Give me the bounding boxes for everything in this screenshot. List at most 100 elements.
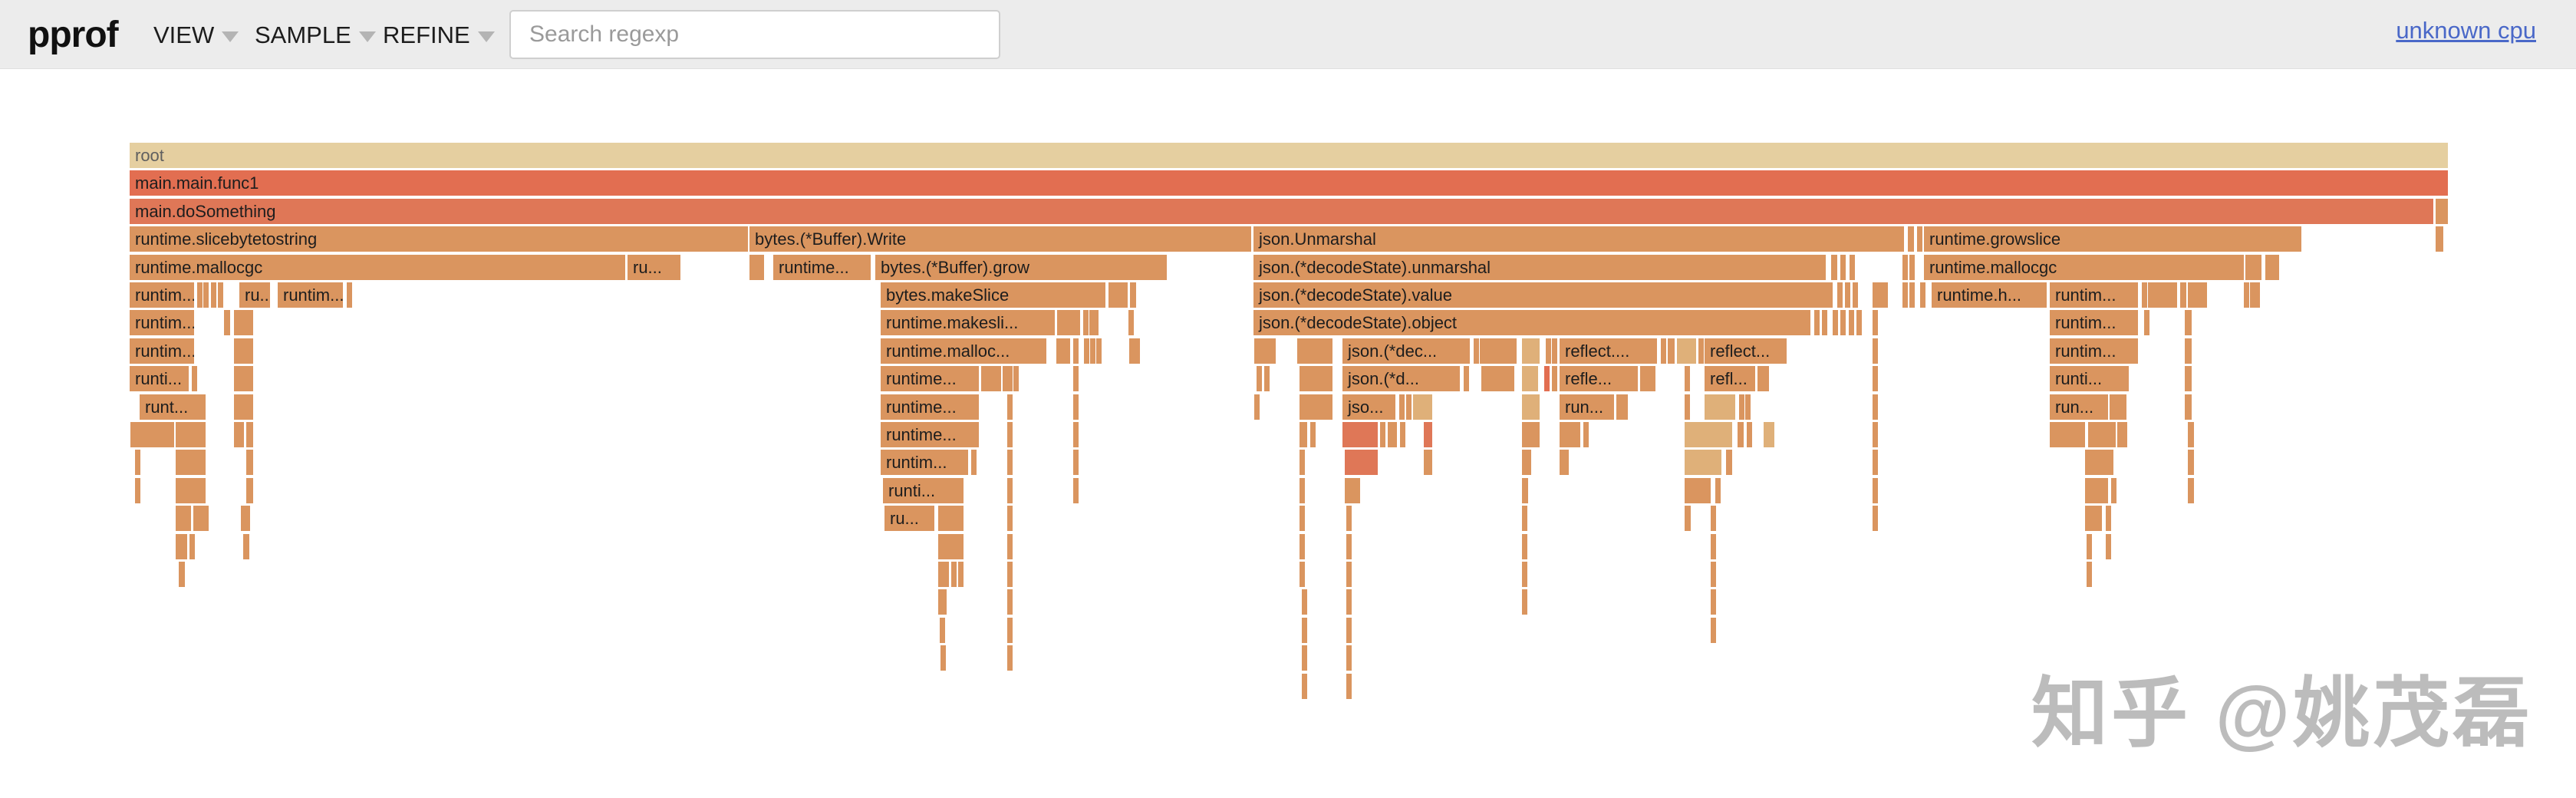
flame-block-small[interactable] xyxy=(1073,366,1079,391)
flame-block-small[interactable] xyxy=(1007,478,1013,503)
flame-block[interactable]: runt... xyxy=(140,394,206,420)
flame-block-small[interactable] xyxy=(1089,310,1099,335)
sample-menu[interactable]: SAMPLE xyxy=(255,21,376,49)
flame-block-small[interactable] xyxy=(1668,338,1675,364)
flame-block[interactable]: runtime... xyxy=(881,394,979,420)
flame-block-small[interactable] xyxy=(1302,645,1307,671)
flame-block-small[interactable] xyxy=(2106,506,2111,531)
flame-block-small[interactable] xyxy=(2148,282,2177,308)
flame-block-small[interactable] xyxy=(234,338,253,364)
flame-block-small[interactable] xyxy=(981,366,1001,391)
flame-block-small[interactable] xyxy=(1831,255,1837,280)
flame-block-small[interactable] xyxy=(1300,422,1307,447)
flame-block-small[interactable] xyxy=(1388,422,1397,447)
flame-block-small[interactable] xyxy=(1873,450,1878,475)
flame-block-small[interactable] xyxy=(1481,366,1514,391)
flame-block-small[interactable] xyxy=(1399,394,1405,420)
flame-block-small[interactable] xyxy=(2192,282,2207,308)
flame-block-small[interactable] xyxy=(1346,618,1352,643)
flame-block-small[interactable] xyxy=(1007,422,1013,447)
flame-block-small[interactable] xyxy=(971,450,977,475)
flame-block-small[interactable] xyxy=(224,310,230,335)
flame-block-small[interactable] xyxy=(1873,422,1878,447)
flame-block-small[interactable] xyxy=(2180,282,2186,308)
flame-block[interactable]: runtime.malloc... xyxy=(881,338,1046,364)
flame-block-small[interactable] xyxy=(1764,422,1774,447)
flame-block-small[interactable] xyxy=(199,506,204,531)
flame-block-small[interactable] xyxy=(234,310,253,335)
flame-block-small[interactable] xyxy=(1698,338,1704,364)
flame-block-small[interactable] xyxy=(197,282,203,308)
flame-block-small[interactable] xyxy=(1522,589,1527,615)
flame-block-small[interactable] xyxy=(1522,450,1531,475)
flame-block-small[interactable] xyxy=(241,506,250,531)
flame-block[interactable]: ru... xyxy=(628,255,680,280)
flame-block-small[interactable] xyxy=(1007,506,1013,531)
flame-block-small[interactable] xyxy=(1342,422,1378,447)
flame-block-small[interactable] xyxy=(2188,450,2194,475)
flame-block-small[interactable] xyxy=(130,422,136,447)
flame-block-small[interactable] xyxy=(1108,282,1128,308)
flame-block-small[interactable] xyxy=(1685,422,1732,447)
flame-block[interactable]: ru... xyxy=(884,506,934,531)
flame-block[interactable]: main.main.func1 xyxy=(130,170,2448,196)
flame-block-small[interactable] xyxy=(1917,226,1922,252)
flame-block-small[interactable] xyxy=(192,366,197,391)
flame-block-small[interactable] xyxy=(1522,338,1540,364)
flame-block-small[interactable] xyxy=(1300,534,1305,559)
flame-block-small[interactable] xyxy=(1007,562,1013,587)
flame-block-small[interactable] xyxy=(1302,674,1307,699)
flame-block[interactable]: runtim... xyxy=(130,310,194,335)
flame-block-small[interactable] xyxy=(2244,282,2249,308)
flame-block-small[interactable] xyxy=(2255,282,2260,308)
flame-block-small[interactable] xyxy=(234,422,244,447)
flame-block-small[interactable] xyxy=(2185,310,2192,335)
flame-block-small[interactable] xyxy=(1705,394,1735,420)
flame-block[interactable]: runtim... xyxy=(278,282,343,308)
flame-block-small[interactable] xyxy=(1083,310,1089,335)
flame-block-small[interactable] xyxy=(246,478,253,503)
flame-block[interactable]: jso... xyxy=(1342,394,1395,420)
flame-block-small[interactable] xyxy=(246,422,253,447)
flame-block-small[interactable] xyxy=(2188,422,2194,447)
flame-block-small[interactable] xyxy=(1073,310,1079,335)
flame-block-small[interactable] xyxy=(1007,394,1013,420)
flame-block-small[interactable] xyxy=(176,534,187,559)
flame-block-small[interactable] xyxy=(1406,394,1412,420)
flame-block-small[interactable] xyxy=(1685,394,1690,420)
flame-block-small[interactable] xyxy=(1685,478,1711,503)
flame-block-small[interactable] xyxy=(940,618,945,643)
flame-block-small[interactable] xyxy=(1645,366,1651,391)
flame-block-small[interactable] xyxy=(1685,506,1691,531)
flame-block-small[interactable] xyxy=(1007,645,1013,671)
flame-block-small[interactable] xyxy=(1300,478,1305,503)
flame-block-small[interactable] xyxy=(1400,422,1405,447)
flame-block-small[interactable] xyxy=(234,366,253,391)
flame-block[interactable]: runti... xyxy=(2050,366,2129,391)
flame-block-small[interactable] xyxy=(1738,422,1744,447)
flame-block-small[interactable] xyxy=(1056,338,1070,364)
flame-block-small[interactable] xyxy=(176,450,206,475)
view-menu[interactable]: VIEW xyxy=(153,21,239,49)
flame-block[interactable]: runtim... xyxy=(130,282,194,308)
flame-block-small[interactable] xyxy=(1522,394,1540,420)
flame-block-small[interactable] xyxy=(135,478,140,503)
flame-block-small[interactable] xyxy=(1302,589,1307,615)
flame-block-small[interactable] xyxy=(1685,450,1721,475)
flame-block-small[interactable] xyxy=(1902,255,1908,280)
flame-block-small[interactable] xyxy=(1902,282,1908,308)
flame-block[interactable]: runtime... xyxy=(881,366,979,391)
flame-block-small[interactable] xyxy=(1073,338,1079,364)
flame-block[interactable]: runtim... xyxy=(2050,338,2138,364)
flame-block-small[interactable] xyxy=(1661,338,1666,364)
flame-block-small[interactable] xyxy=(1480,338,1485,364)
flame-block-small[interactable] xyxy=(938,589,947,615)
flame-block[interactable]: bytes.(*Buffer).Write xyxy=(749,226,1251,252)
flame-block-small[interactable] xyxy=(1650,366,1655,391)
flame-block[interactable]: runtim... xyxy=(881,450,968,475)
flame-block-small[interactable] xyxy=(2265,255,2279,280)
flame-block[interactable]: json.Unmarshal xyxy=(1253,226,1904,252)
flame-block-small[interactable] xyxy=(2122,422,2127,447)
flame-block[interactable]: runti... xyxy=(883,478,964,503)
flame-block[interactable]: runtime.makesli... xyxy=(881,310,1055,335)
